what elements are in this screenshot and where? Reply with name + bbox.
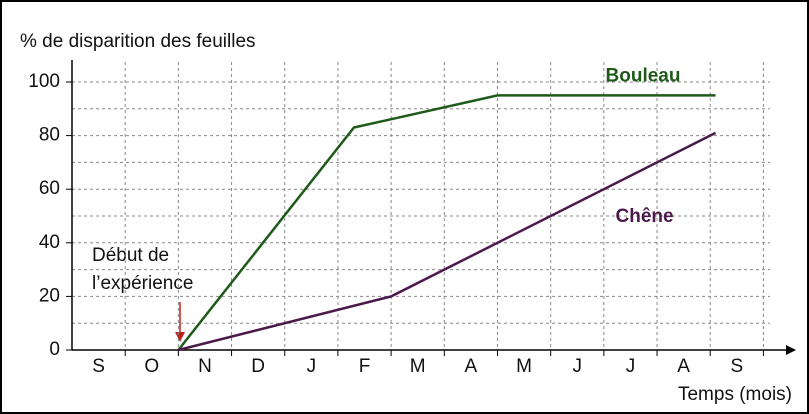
x-tick-label: D: [251, 356, 265, 377]
x-tick-label: O: [144, 356, 159, 377]
x-tick-label: S: [92, 356, 105, 377]
x-axis-arrow: [786, 345, 796, 355]
x-tick-label: N: [198, 356, 212, 377]
x-tick-label: M: [516, 356, 532, 377]
y-axis-label: % de disparition des feuilles: [20, 31, 256, 52]
x-tick-label: S: [730, 356, 743, 377]
x-tick-label: F: [359, 356, 371, 377]
line: [177, 94, 716, 351]
x-tick-label: J: [626, 356, 636, 377]
y-tick-label: 60: [39, 178, 60, 199]
x-tick-label: A: [677, 356, 690, 377]
x-tick-label: J: [573, 356, 583, 377]
x-tick-label: J: [307, 356, 317, 377]
x-axis-label: Temps (mois): [678, 384, 792, 405]
y-tick-label: 40: [39, 232, 60, 253]
annotation-arrowhead: [175, 332, 185, 342]
x-tick-label: A: [465, 356, 478, 377]
series-label: Bouleau: [606, 65, 681, 86]
annotation: Début de: [92, 245, 169, 266]
y-tick-label: 80: [39, 125, 60, 146]
x-tick-label: M: [410, 356, 426, 377]
line: [178, 131, 717, 352]
annotation: l’expérience: [92, 273, 193, 294]
y-tick-label: 20: [39, 285, 60, 306]
y-tick-label: 100: [28, 71, 60, 92]
series-label: Chêne: [616, 206, 674, 227]
y-tick-label: 0: [49, 339, 60, 360]
